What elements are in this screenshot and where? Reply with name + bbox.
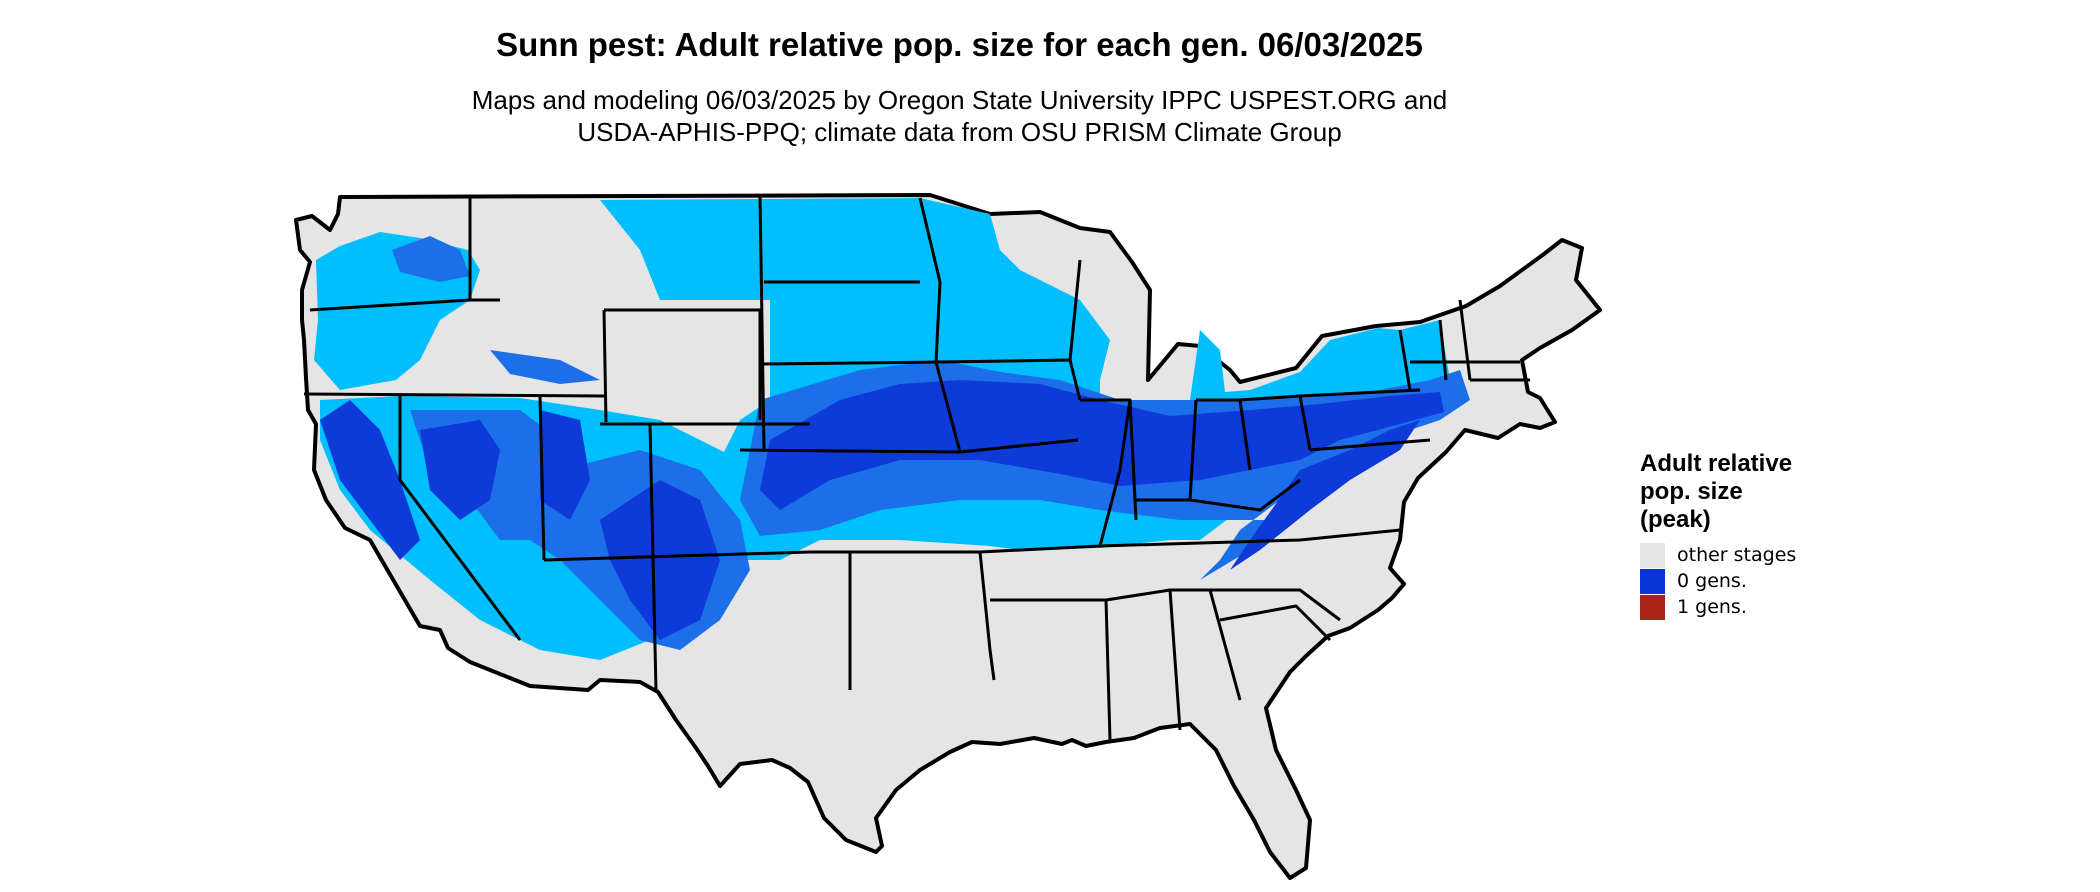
legend-swatch-0-gens	[1640, 568, 1665, 594]
zone-columbia-basin	[392, 236, 470, 282]
legend-item-other-stages: other stages	[1640, 542, 1880, 568]
state-borders	[303, 195, 1530, 741]
us-map	[294, 193, 1602, 880]
legend-title-line-1: Adult relative	[1640, 450, 1793, 477]
map-subtitle-line-1: Maps and modeling 06/03/2025 by Oregon S…	[471, 85, 1448, 115]
map-subtitle-line-2: USDA-APHIS-PPQ; climate data from OSU PR…	[577, 117, 1342, 147]
legend-title-line-3: (peak)	[1640, 506, 1711, 533]
zone-california	[320, 400, 420, 560]
legend-label-other-stages: other stages	[1677, 544, 1797, 566]
legend-item-1-gens: 1 gens.	[1640, 594, 1880, 620]
zone-nevada	[420, 420, 500, 520]
legend-swatch-other-stages	[1640, 542, 1665, 568]
dark-blue-zones	[320, 380, 1444, 640]
map-title: Sunn pest: Adult relative pop. size for …	[496, 26, 1423, 63]
zone-utah	[540, 410, 590, 520]
legend-swatch-1-gens	[1640, 594, 1665, 620]
legend: Adult relative pop. size (peak) other st…	[1640, 450, 1880, 620]
legend-label-1-gens: 1 gens.	[1677, 596, 1747, 618]
zone-appalachia	[1230, 420, 1420, 570]
legend-item-0-gens: 0 gens.	[1640, 568, 1880, 594]
legend-title: Adult relative pop. size (peak)	[1640, 450, 1850, 534]
legend-label-0-gens: 0 gens.	[1677, 570, 1747, 592]
zone-arizona-newmexico	[600, 480, 720, 640]
legend-title-line-2: pop. size	[1640, 478, 1743, 505]
zone-snake-river	[490, 350, 600, 384]
zone-plains-core	[760, 380, 1444, 510]
